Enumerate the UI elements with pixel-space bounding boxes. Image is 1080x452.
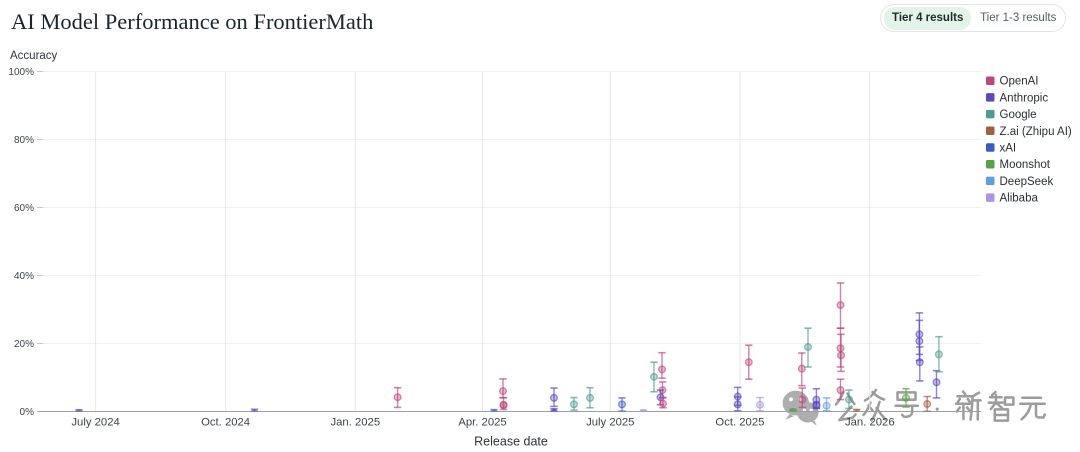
svg-text:80%: 80% [14, 135, 34, 146]
svg-text:Z.ai (Zhipu AI): Z.ai (Zhipu AI) [1000, 126, 1072, 138]
svg-text:Google: Google [1000, 109, 1037, 121]
svg-text:July 2024: July 2024 [71, 416, 119, 428]
svg-text:DeepSeek: DeepSeek [1000, 176, 1054, 188]
svg-text:100%: 100% [8, 67, 34, 78]
svg-text:Jan. 2025: Jan. 2025 [330, 416, 380, 428]
svg-text:Release date: Release date [474, 435, 548, 449]
svg-text:Moonshot: Moonshot [1000, 159, 1051, 171]
svg-text:OpenAI: OpenAI [1000, 76, 1039, 88]
svg-text:Oct. 2025: Oct. 2025 [715, 416, 764, 428]
svg-text:Oct. 2024: Oct. 2024 [201, 416, 250, 428]
svg-text:60%: 60% [14, 203, 34, 214]
svg-text:0%: 0% [20, 407, 35, 418]
svg-text:xAI: xAI [1000, 143, 1017, 155]
svg-text:Apr. 2025: Apr. 2025 [458, 416, 506, 428]
svg-text:Anthropic: Anthropic [1000, 92, 1049, 104]
svg-text:40%: 40% [14, 271, 34, 282]
svg-text:20%: 20% [14, 339, 34, 350]
svg-text:Jan. 2026: Jan. 2026 [845, 416, 895, 428]
svg-text:Alibaba: Alibaba [1000, 193, 1039, 205]
svg-text:July 2025: July 2025 [586, 416, 634, 428]
